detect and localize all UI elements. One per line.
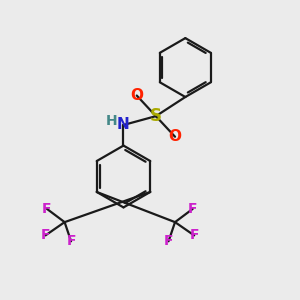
Text: F: F [189,228,199,242]
Text: F: F [42,202,52,216]
Text: F: F [188,202,197,216]
Text: H: H [105,114,117,128]
Text: N: N [117,118,130,133]
Text: F: F [164,234,173,248]
Text: O: O [169,129,182,144]
Text: S: S [150,107,162,125]
Text: O: O [130,88,143,103]
Text: F: F [66,234,76,248]
Text: F: F [41,228,50,242]
